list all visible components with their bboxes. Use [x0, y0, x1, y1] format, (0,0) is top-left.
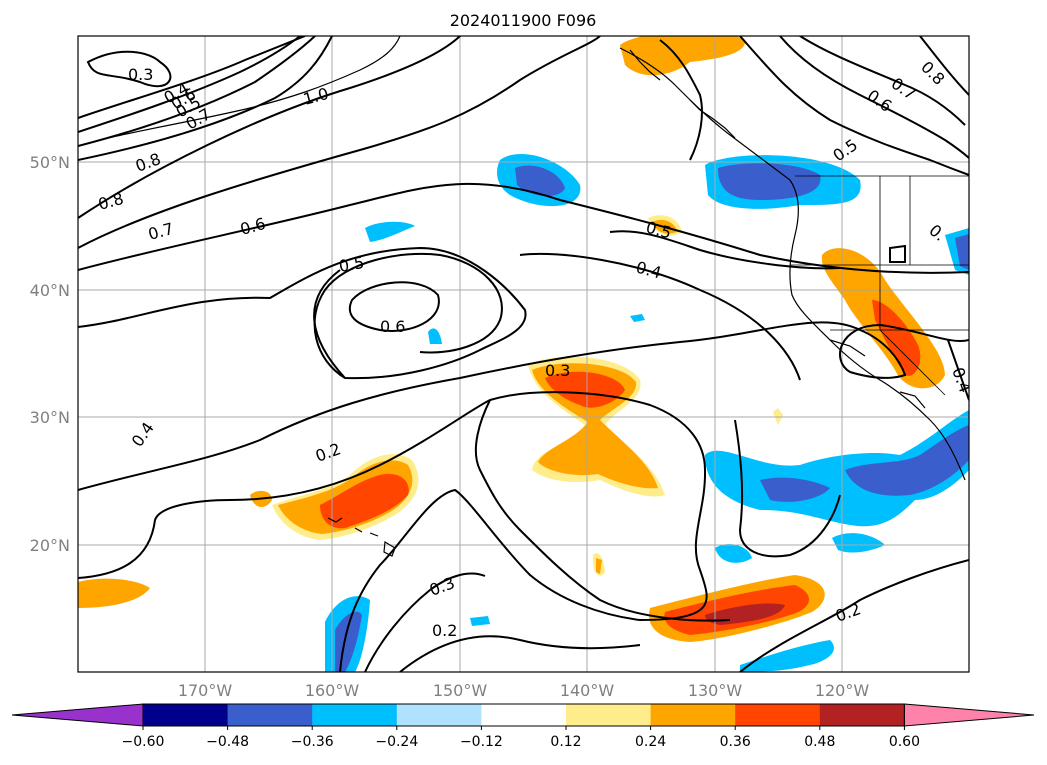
colorbar-extend-low: [11, 703, 144, 727]
contour-label: 0.: [925, 221, 949, 245]
colorbar-tick-label: −0.24: [375, 734, 418, 750]
contour-label: 0.5: [337, 253, 365, 276]
colorbar-bin: [396, 704, 482, 726]
colorbar-tick-label: 0.60: [889, 734, 920, 750]
longitude-labels: 170°W 160°W 150°W 140°W 130°W 120°W: [178, 681, 870, 700]
contour-label: 1.0: [301, 84, 331, 109]
colorbar-bin: [650, 704, 736, 726]
colorbar-tick-label: −0.36: [291, 734, 334, 750]
colorbar-tick-label: −0.60: [122, 734, 165, 750]
colorbar-tick-label: −0.48: [206, 734, 249, 750]
plot-area: 0.3 0.4 0.5 0.6 0.7 1.0 0.8 0.8 0.7 0.6 …: [78, 36, 975, 672]
lat-label: 50°N: [30, 153, 70, 172]
colorbar-bin: [312, 704, 398, 726]
lat-label: 40°N: [30, 281, 70, 300]
lon-label: 170°W: [178, 681, 233, 700]
contour-label: 0.6: [380, 317, 405, 336]
colorbar-bin: [227, 704, 313, 726]
contour-label: 0.4: [948, 365, 975, 395]
contour-label: 0.2: [313, 439, 343, 466]
contour-label: 0.4: [128, 419, 158, 451]
contour-label: 0.8: [96, 189, 126, 214]
colorbar-bin: [143, 704, 229, 726]
contour-label: 0.4: [634, 258, 664, 283]
contour-label: 0.8: [917, 57, 948, 88]
colorbar-tick-label: 0.48: [804, 734, 835, 750]
lat-label: 30°N: [30, 408, 70, 427]
plot-frame: [77, 35, 970, 673]
graticule: [78, 36, 969, 672]
contour-lines: [78, 36, 969, 672]
lon-label: 120°W: [815, 681, 870, 700]
map-title: 2024011900 F096: [450, 11, 597, 30]
lon-label: 160°W: [305, 681, 360, 700]
contour-label: 0.6: [238, 214, 268, 239]
colorbar-outline: [142, 703, 905, 727]
contour-labels: 0.3 0.4 0.5 0.6 0.7 1.0 0.8 0.8 0.7 0.6 …: [96, 57, 975, 640]
contour-label: 0.5: [829, 135, 861, 165]
contour-label: 0.3: [545, 361, 570, 380]
contour-label: 0.7: [146, 219, 176, 244]
colorbar-bin: [566, 704, 652, 726]
colorbar: −0.60 −0.48 −0.36 −0.24 −0.12 0.12 0.24 0.36 0.4…: [11, 703, 1035, 750]
lon-label: 140°W: [560, 681, 615, 700]
lon-label: 150°W: [433, 681, 488, 700]
political-borders: [790, 175, 969, 396]
contour-label: 0.2: [432, 621, 457, 640]
colorbar-tick-label: 0.12: [550, 734, 581, 750]
colorbar-extend-high: [903, 703, 1035, 727]
colorbar-tick-label: 0.24: [635, 734, 666, 750]
lon-label: 130°W: [688, 681, 743, 700]
colorbar-bin: [481, 704, 567, 726]
contour-label: 0.8: [133, 149, 163, 176]
colorbar-tick-label: −0.12: [460, 734, 503, 750]
colorbar-bin: [735, 704, 821, 726]
contour-label: 0.2: [833, 599, 863, 626]
filled-contours: [78, 36, 969, 672]
colorbar-tick-label: 0.36: [720, 734, 751, 750]
contour-label: 0.3: [128, 65, 153, 84]
colorbar-bin: [819, 704, 905, 726]
latitude-labels: 50°N 40°N 30°N 20°N: [30, 153, 70, 555]
lat-label: 20°N: [30, 536, 70, 555]
